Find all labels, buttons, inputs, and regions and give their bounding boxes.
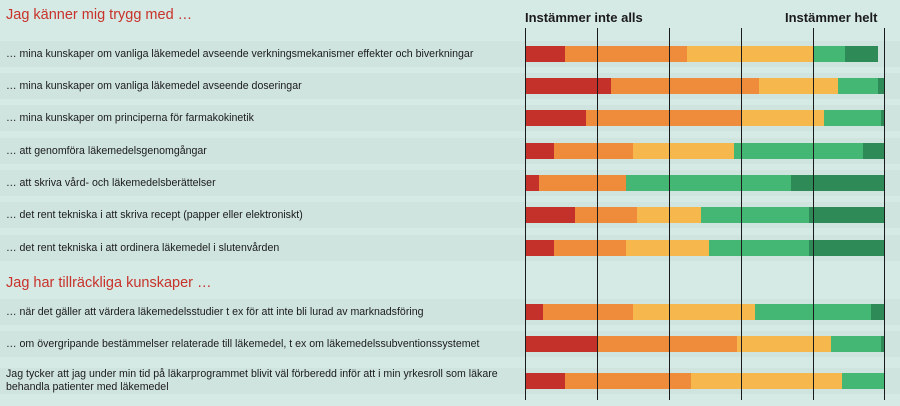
- section-title-trygg: Jag känner mig trygg med …: [6, 7, 193, 23]
- row-label: … mina kunskaper om vanliga läkemedel av…: [6, 48, 474, 60]
- bar-segment-1: [525, 373, 565, 389]
- bar-segment-3: [633, 304, 756, 320]
- bar-segment-5: [877, 78, 885, 94]
- bar-segment-5: [870, 304, 885, 320]
- bar-segment-2: [553, 143, 633, 159]
- bar-segment-5: [845, 46, 878, 62]
- bar-segment-2: [553, 240, 626, 256]
- bar-segment-1: [525, 110, 587, 126]
- bar-segment-4: [823, 110, 882, 126]
- row-label: … det rent tekniska i att skriva recept …: [6, 209, 303, 221]
- bar-segment-4: [733, 143, 864, 159]
- bar-segment-5: [881, 110, 885, 126]
- bar-segment-2: [597, 336, 738, 352]
- bar-segment-3: [625, 240, 709, 256]
- bar-segment-2: [539, 175, 626, 191]
- bar-segment-2: [611, 78, 759, 94]
- gridline: [525, 28, 526, 400]
- bar-segment-1: [525, 143, 554, 159]
- bar-segment-3: [690, 373, 842, 389]
- row-label: … det rent tekniska i att ordinera läkem…: [6, 242, 280, 254]
- bar-segment-4: [755, 304, 871, 320]
- bar-segment-3: [687, 46, 813, 62]
- bar-segment-1: [525, 304, 543, 320]
- bar-segment-5: [809, 240, 885, 256]
- bar-segment-5: [791, 175, 885, 191]
- bar-segment-4: [625, 175, 792, 191]
- bar-segment-3: [759, 78, 839, 94]
- row-label: … mina kunskaper om principerna för farm…: [6, 112, 254, 124]
- bar-segment-2: [564, 373, 691, 389]
- axis-label-left: Instämmer inte alls: [525, 10, 643, 25]
- row-label: … när det gäller att värdera läkemedelss…: [6, 306, 424, 318]
- bar-segment-4: [813, 46, 846, 62]
- row-label: … mina kunskaper om vanliga läkemedel av…: [6, 80, 302, 92]
- bar-segment-3: [633, 143, 734, 159]
- row-label: Jag tycker att jag under min tid på läka…: [6, 368, 498, 393]
- bar-segment-1: [525, 175, 540, 191]
- bar-segment-4: [838, 78, 878, 94]
- gridline: [741, 28, 742, 400]
- bar-segment-5: [863, 143, 885, 159]
- axis-label-right: Instämmer helt: [785, 10, 878, 25]
- row-label: … att genomföra läkemedelsgenomgångar: [6, 145, 207, 157]
- bar-segment-5: [881, 336, 885, 352]
- bar-segment-1: [525, 207, 576, 223]
- bar-segment-1: [525, 336, 597, 352]
- bar-segment-3: [636, 207, 702, 223]
- gridline: [884, 28, 885, 400]
- bar-segment-1: [525, 78, 612, 94]
- row-label: … att skriva vård- och läkemedelsberätte…: [6, 177, 216, 189]
- bar-segment-2: [543, 304, 633, 320]
- bar-segment-5: [809, 207, 885, 223]
- row-label: … om övergripande bestämmelser relaterad…: [6, 338, 480, 350]
- bar-segment-2: [586, 110, 741, 126]
- bar-segment-4: [841, 373, 885, 389]
- bar-segment-4: [831, 336, 882, 352]
- bar-segment-4: [708, 240, 810, 256]
- section-title-kunskaper: Jag har tillräckliga kunskaper …: [6, 275, 212, 291]
- bar-segment-3: [741, 110, 824, 126]
- gridline: [597, 28, 598, 400]
- bar-segment-2: [564, 46, 687, 62]
- gridline: [813, 28, 814, 400]
- bar-segment-3: [737, 336, 831, 352]
- bar-segment-2: [575, 207, 637, 223]
- bar-segment-1: [525, 240, 554, 256]
- bar-segment-4: [701, 207, 810, 223]
- gridline: [669, 28, 670, 400]
- bar-segment-1: [525, 46, 565, 62]
